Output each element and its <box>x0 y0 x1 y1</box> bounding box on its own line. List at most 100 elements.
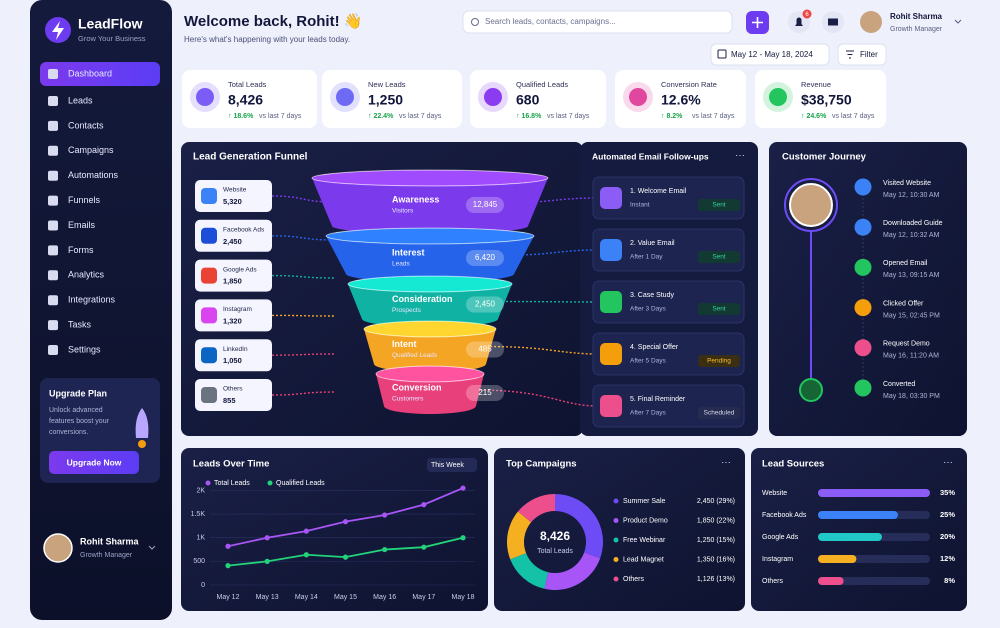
nav-item[interactable]: Analytics <box>68 270 105 280</box>
nav-item[interactable]: Campaigns <box>68 145 114 155</box>
source-name: LinkedIn <box>223 346 248 353</box>
nav-item[interactable]: Funnels <box>68 195 101 205</box>
header-chevron[interactable] <box>954 19 962 24</box>
journey-avatar <box>789 183 833 227</box>
nav-item[interactable]: Forms <box>68 245 94 255</box>
nav-item[interactable]: Automations <box>68 170 119 180</box>
stage-pill <box>466 341 504 358</box>
email-icon <box>600 343 622 365</box>
nav-item[interactable]: Dashboard <box>68 68 112 78</box>
source-value: 1,850 <box>223 277 242 286</box>
panel-title: Automated Email Follow-ups <box>592 151 709 161</box>
nav-item[interactable]: Tasks <box>68 319 92 329</box>
logo-bolt <box>52 21 64 40</box>
period-select[interactable] <box>427 458 477 472</box>
nav-item[interactable]: Integrations <box>68 295 116 305</box>
stage-pill <box>466 197 504 213</box>
funnel-stage <box>376 374 484 414</box>
nav-icon <box>48 245 58 256</box>
panel-title: Lead Generation Funnel <box>193 152 308 163</box>
kpi-label: Total Leads <box>228 80 267 89</box>
stage-pill <box>466 296 504 313</box>
legend-label: Free Webinar <box>623 537 666 544</box>
email-icon <box>600 239 622 261</box>
panel-title: Customer Journey <box>782 152 867 163</box>
event-time: May 12, 10:32 AM <box>883 232 940 239</box>
period-label[interactable]: This Week <box>431 462 464 469</box>
connector <box>271 274 336 279</box>
kpi-value: 680 <box>516 92 540 108</box>
kpi-label: Revenue <box>801 80 831 89</box>
point <box>382 512 388 518</box>
kpi-note: vs last 7 days <box>399 113 442 120</box>
sidebar-avatar <box>43 533 73 563</box>
category-label: Google Ads <box>762 534 799 541</box>
nav-item[interactable]: Contacts <box>68 120 104 130</box>
notification-count: 6 <box>805 12 809 18</box>
nav-item[interactable]: Leads <box>68 95 93 105</box>
date-range[interactable]: May 12 - May 18, 2024 <box>731 50 813 59</box>
bar <box>818 577 844 585</box>
nav-icon <box>48 320 58 331</box>
notification-badge <box>802 9 812 19</box>
bar <box>818 533 882 541</box>
value-label: 2,450 (29%) <box>697 498 735 505</box>
nav-item[interactable]: Settings <box>68 344 101 354</box>
nav-icon <box>48 96 58 106</box>
bell-icon <box>795 17 803 26</box>
kpi-card <box>470 70 606 128</box>
bar-track <box>818 577 930 585</box>
y-tick-label: 0 <box>201 582 205 589</box>
value-label: 20% <box>940 532 955 541</box>
nav-icon <box>48 120 58 131</box>
event-icon <box>854 218 872 236</box>
status-badge <box>698 199 740 211</box>
stage-sub: Customers <box>392 396 424 403</box>
date-picker[interactable] <box>710 43 830 66</box>
upgrade-button-label[interactable]: Upgrade Now <box>67 457 122 467</box>
stage-value: 6,420 <box>475 253 496 262</box>
point <box>264 558 270 564</box>
funnel-stage <box>348 284 512 327</box>
source-value: 855 <box>223 396 236 405</box>
value-label: 35% <box>940 488 955 497</box>
kpi-card <box>182 70 317 128</box>
more-menu[interactable]: ⋯ <box>721 458 731 469</box>
more-menu[interactable]: ⋯ <box>943 458 953 469</box>
kpi-note: vs last 7 days <box>832 113 875 120</box>
upgrade-title: Upgrade Plan <box>49 388 107 398</box>
point <box>264 535 270 541</box>
kpi-change: ↑ 18.6% <box>228 113 254 120</box>
legend-swatch <box>613 557 619 562</box>
bar <box>818 555 857 563</box>
event-icon <box>854 339 872 357</box>
source-icon <box>201 188 217 204</box>
nav-icon <box>48 220 58 231</box>
email-title: 2. Value Email <box>630 240 675 247</box>
search-placeholder[interactable]: Search leads, contacts, campaigns... <box>485 17 616 26</box>
more-menu[interactable]: ⋯ <box>735 151 745 162</box>
event-time: May 15, 02:45 PM <box>883 312 940 319</box>
donut-segment <box>517 494 555 523</box>
connector <box>485 345 599 355</box>
nav-icon <box>48 270 58 281</box>
legend-swatch <box>613 576 619 582</box>
search-box[interactable] <box>462 10 733 34</box>
upgrade-button[interactable] <box>49 451 139 474</box>
source-value: 2,450 <box>223 237 242 246</box>
plus-icon <box>752 17 763 28</box>
filter-label[interactable]: Filter <box>860 50 878 59</box>
kpi-icon <box>196 88 214 106</box>
stage-value: 485 <box>478 345 492 354</box>
user-menu-chevron[interactable] <box>148 545 156 550</box>
filter-button[interactable] <box>837 43 887 66</box>
header-avatar[interactable] <box>860 11 882 33</box>
source-name: Google Ads <box>223 266 257 273</box>
email-icon <box>600 187 622 209</box>
category-label: Others <box>762 578 784 585</box>
journey-avatar-ring <box>784 178 838 232</box>
value-label: 25% <box>940 510 955 519</box>
nav-item[interactable]: Emails <box>68 220 96 230</box>
x-tick-label: May 12 <box>217 594 240 601</box>
